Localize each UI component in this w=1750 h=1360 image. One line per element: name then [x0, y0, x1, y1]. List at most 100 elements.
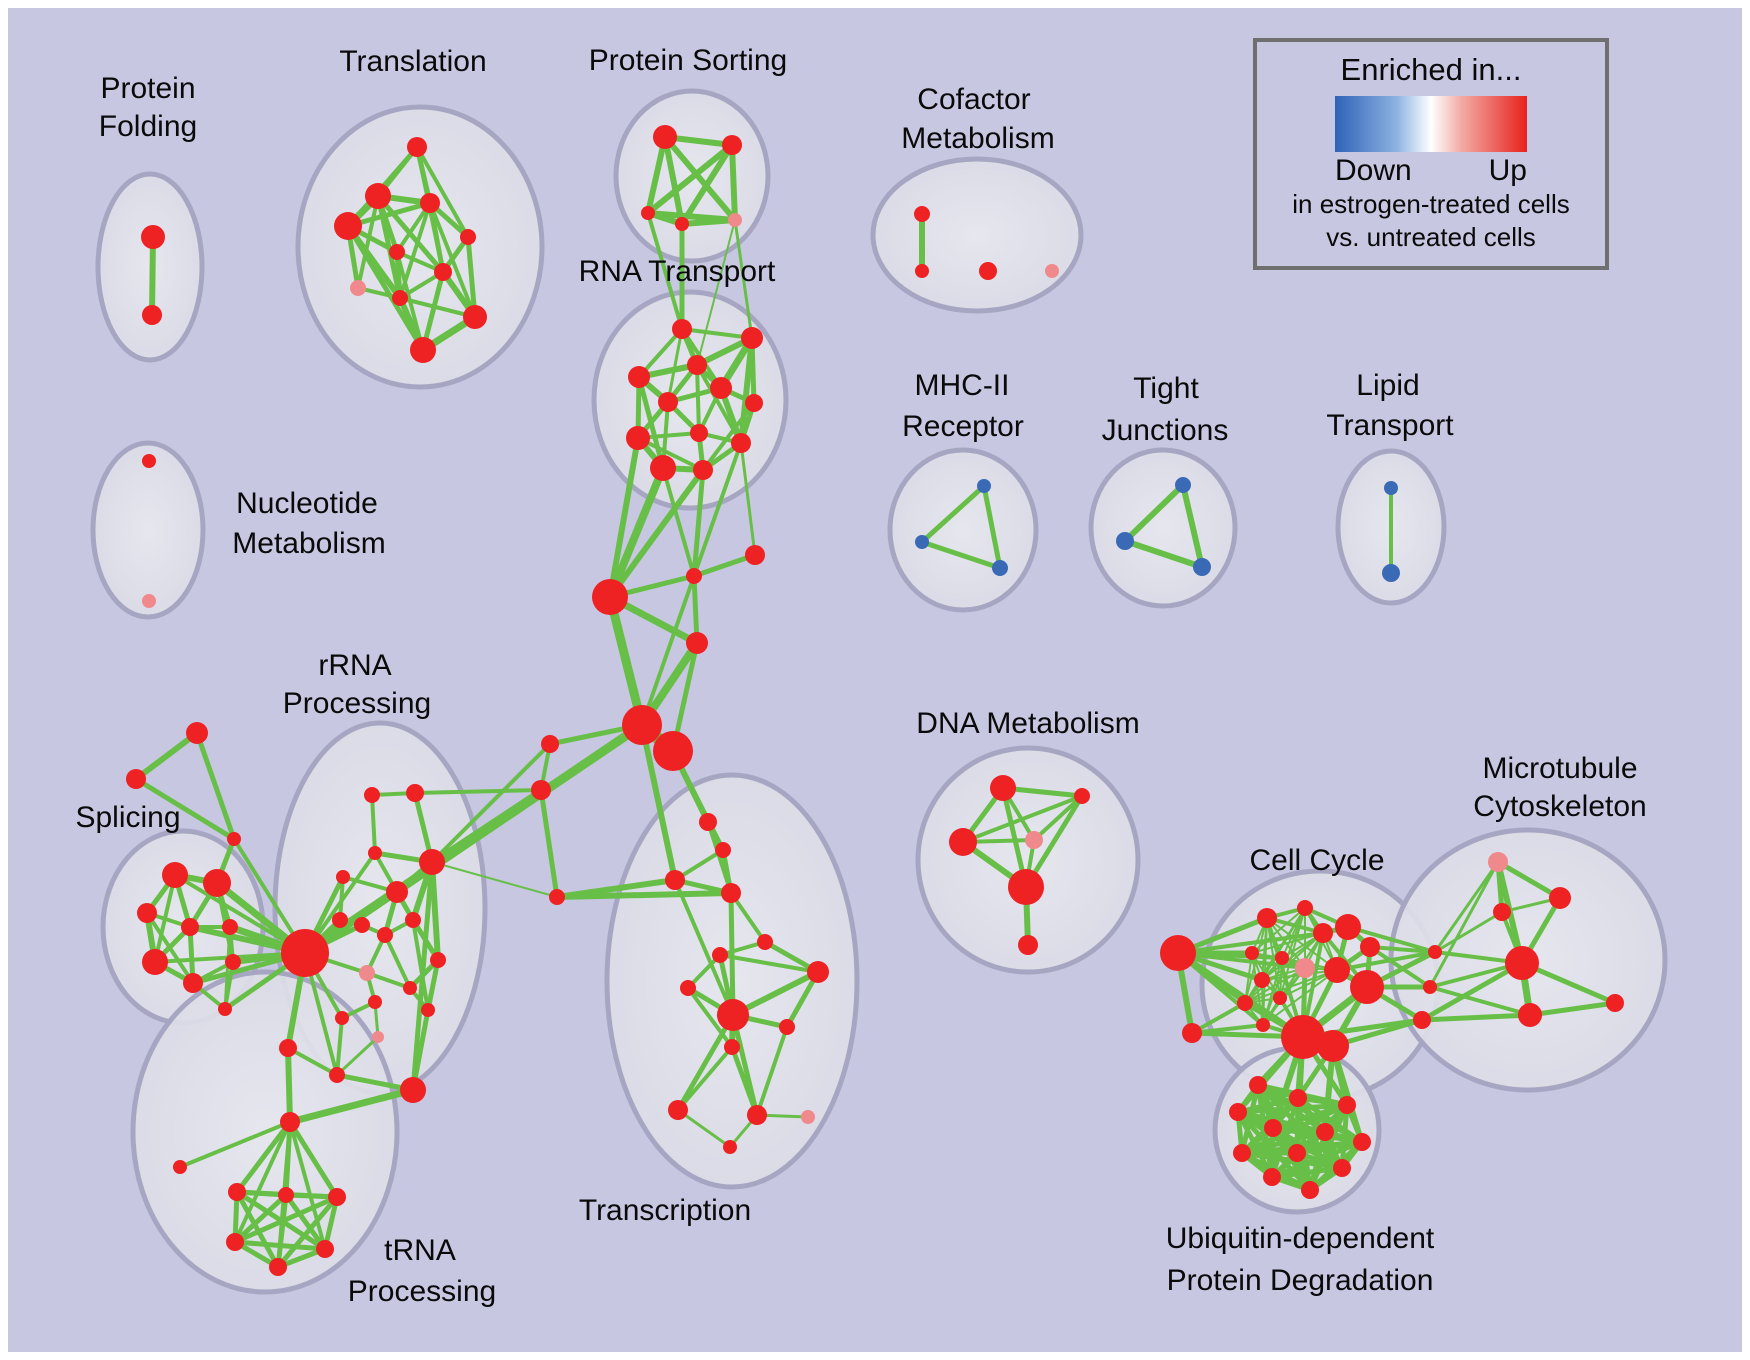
- gene-set-node-c2: [745, 545, 765, 565]
- gene-set-node-tl7: [350, 280, 366, 296]
- gene-set-node-ub10: [1263, 1168, 1281, 1186]
- edge: [554, 890, 734, 900]
- edge: [145, 911, 195, 985]
- legend-caption-line2: vs. untreated cells: [1326, 222, 1536, 252]
- gene-set-node-p9: [405, 912, 421, 928]
- cluster-ellipse-cofactor-metabolism: [870, 156, 1084, 314]
- gene-set-node-tl1: [365, 183, 391, 209]
- cluster-label: Microtubule: [1482, 752, 1637, 785]
- gene-set-node-p11: [430, 952, 446, 968]
- gene-set-node-e6: [1360, 937, 1380, 957]
- edge: [1433, 860, 1500, 954]
- gene-set-node-s0: [162, 862, 188, 888]
- edge: [345, 200, 433, 229]
- legend-up-label: Up: [1488, 154, 1527, 187]
- edge: [413, 788, 543, 795]
- gene-set-node-ub3: [1229, 1103, 1247, 1121]
- cluster-ellipse-nucleotide-metabolism: [90, 440, 206, 620]
- edge: [691, 552, 758, 579]
- gene-set-node-u10: [779, 1019, 795, 1035]
- gene-set-node-rt1: [741, 327, 763, 349]
- edge: [283, 1192, 328, 1252]
- edge: [149, 234, 156, 318]
- cluster-label: Splicing: [75, 801, 180, 834]
- gene-set-node-ps2: [641, 206, 655, 220]
- gene-set-node-p3: [336, 870, 350, 884]
- edge: [646, 211, 684, 331]
- edge: [430, 742, 552, 864]
- edge: [398, 296, 477, 319]
- edge: [739, 441, 757, 557]
- gene-set-node-s8: [218, 1002, 232, 1016]
- cluster-label: Ubiquitin-dependent: [1166, 1222, 1435, 1255]
- cluster-label: Translation: [339, 45, 486, 78]
- gene-set-node-p16: [372, 1031, 384, 1043]
- gene-set-node-ps0: [653, 125, 677, 149]
- edge: [1419, 960, 1525, 1023]
- edge: [728, 890, 736, 1018]
- edge: [1266, 917, 1338, 971]
- cluster-label: rRNA: [318, 649, 391, 682]
- gene-set-node-s5: [142, 949, 168, 975]
- edge: [679, 142, 735, 227]
- gene-set-node-cf2: [979, 262, 997, 280]
- edge: [679, 217, 738, 227]
- legend-gradient-bar: [1335, 96, 1527, 152]
- edge: [232, 1192, 289, 1245]
- edge: [1000, 785, 1085, 799]
- cluster-label: Protein Sorting: [589, 44, 787, 77]
- gene-set-node-e18: [1428, 945, 1442, 959]
- edge: [607, 467, 706, 600]
- edge: [1244, 907, 1306, 1004]
- gene-set-node-rt5: [658, 392, 678, 412]
- gene-set-node-ub9: [1333, 1159, 1351, 1177]
- gene-set-node-mh2: [992, 560, 1008, 576]
- edge: [1279, 907, 1306, 999]
- gene-set-node-e15: [1256, 1018, 1270, 1032]
- gene-set-node-u3: [721, 883, 741, 903]
- gene-set-node-p2: [368, 846, 382, 860]
- gene-set-node-tl4: [460, 229, 476, 245]
- gene-set-node-m0: [1488, 852, 1508, 872]
- gene-set-node-ub1: [1289, 1089, 1307, 1107]
- gene-set-node-rt2: [687, 355, 707, 375]
- edge: [233, 1120, 292, 1244]
- edge: [662, 134, 738, 223]
- gene-set-node-q7: [269, 1258, 287, 1276]
- gene-set-node-p6: [332, 912, 348, 928]
- edge: [410, 1007, 431, 1093]
- gene-set-node-e10: [1324, 957, 1350, 983]
- gene-set-node-s1: [203, 869, 231, 897]
- gene-set-node-s4: [222, 919, 238, 935]
- gene-set-node-p18: [400, 1077, 426, 1103]
- gene-set-node-rt0: [672, 319, 692, 339]
- gene-set-node-d5: [1018, 935, 1038, 955]
- cluster-ellipse-tight-junctions: [1088, 447, 1238, 609]
- gene-set-node-tl10: [410, 337, 436, 363]
- edge: [961, 794, 1084, 844]
- legend-down-label: Down: [1335, 154, 1412, 187]
- edge: [133, 776, 237, 842]
- edge: [1180, 482, 1205, 570]
- edge: [425, 957, 441, 1013]
- edge: [232, 1194, 340, 1245]
- edge: [335, 1035, 380, 1077]
- gene-set-node-e20: [1413, 1011, 1431, 1029]
- gene-set-node-c4: [622, 705, 662, 745]
- edge: [1346, 925, 1437, 954]
- edge: [1251, 907, 1306, 954]
- edge: [173, 873, 307, 955]
- gene-set-node-tl6: [434, 263, 452, 281]
- edge: [1235, 1102, 1350, 1115]
- edge: [133, 730, 200, 782]
- edge: [415, 145, 470, 239]
- edge: [178, 1120, 292, 1169]
- edge: [232, 1239, 328, 1252]
- edge: [1032, 794, 1084, 842]
- edge: [1368, 945, 1432, 989]
- edge: [1428, 860, 1500, 989]
- edge: [606, 464, 667, 601]
- gene-set-node-tl9: [463, 305, 487, 329]
- cluster-ellipse-dna-metabolism: [915, 745, 1141, 975]
- gene-set-node-d4: [1008, 869, 1044, 905]
